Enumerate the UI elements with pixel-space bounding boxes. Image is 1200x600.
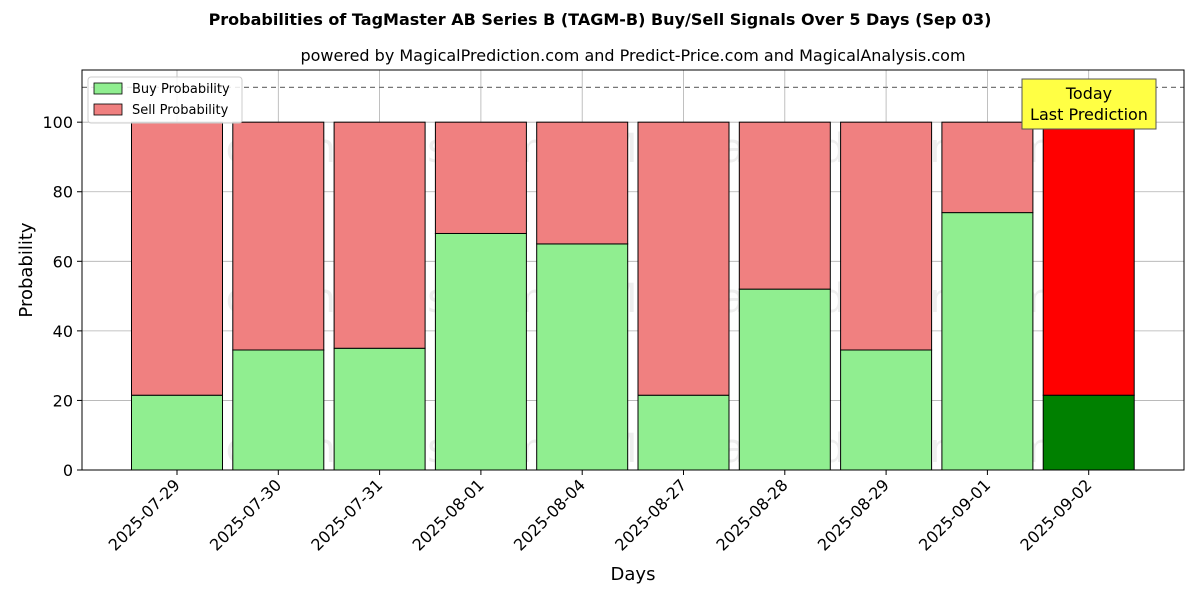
legend-swatch-buy	[93, 82, 123, 95]
bar-sell	[536, 121, 629, 245]
bar-buy	[1042, 394, 1135, 471]
x-tick-label: 2025-08-01	[409, 475, 488, 554]
chart-title: Probabilities of TagMaster AB Series B (…	[208, 10, 992, 29]
bar-buy	[840, 349, 933, 471]
y-tick-label: 40	[53, 322, 73, 341]
bar-buy	[333, 347, 426, 471]
x-tick-label: 2025-08-29	[814, 475, 893, 554]
chart-subtitle: powered by MagicalPrediction.com and Pre…	[300, 46, 966, 65]
plot-frame	[81, 69, 1185, 471]
bar-sell	[738, 121, 831, 290]
legend-label-sell: Sell Probability	[132, 103, 229, 118]
bar-sell	[131, 121, 223, 396]
legend-swatch-sell	[93, 103, 123, 116]
x-tick-label: 2025-09-02	[1016, 475, 1095, 554]
y-tick-label: 0	[63, 461, 73, 480]
y-tick-label: 20	[53, 391, 73, 410]
bar-buy	[434, 232, 527, 471]
bar-sell	[840, 121, 933, 351]
bar-buy	[637, 394, 730, 471]
x-tick-label: 2025-07-31	[307, 475, 386, 554]
bars-layer	[131, 121, 1135, 471]
bar-buy	[941, 212, 1034, 471]
today-annotation-line2: Last Prediction	[1030, 105, 1148, 124]
today-annotation: Today Last Prediction	[1021, 78, 1157, 130]
bar-sell	[941, 121, 1034, 214]
bar-sell	[333, 121, 426, 349]
bar-buy	[131, 394, 223, 471]
x-tick-label: 2025-08-27	[611, 475, 690, 554]
bar-buy	[738, 288, 831, 471]
legend-label-buy: Buy Probability	[132, 82, 230, 97]
y-tick-label: 60	[53, 252, 73, 271]
x-tick-label: 2025-09-01	[915, 475, 994, 554]
bar-buy	[232, 349, 325, 471]
today-annotation-line1: Today	[1065, 84, 1112, 103]
bar-sell	[1042, 121, 1135, 396]
x-tick-label: 2025-08-28	[712, 475, 791, 554]
bar-sell	[434, 121, 527, 234]
bar-buy	[536, 243, 629, 471]
today-annotation-box	[1021, 78, 1157, 130]
x-axis: 2025-07-29 2025-07-30 2025-07-31 2025-08-01…	[105, 470, 1096, 555]
bar-sell	[637, 121, 730, 396]
y-axis: 0 20 40 60 80 100	[42, 113, 82, 480]
x-tick-label: 2025-08-04	[510, 475, 589, 554]
y-tick-label: 80	[53, 183, 73, 202]
y-axis-label: Probability	[16, 222, 37, 317]
legend-box	[87, 76, 243, 124]
bar-sell	[232, 121, 325, 351]
legend: Buy Probability Sell Probability	[87, 76, 243, 124]
x-axis-label: Days	[611, 564, 656, 585]
x-tick-label: 2025-07-29	[105, 475, 184, 554]
x-tick-label: 2025-07-30	[206, 475, 285, 554]
y-tick-label: 100	[42, 113, 73, 132]
